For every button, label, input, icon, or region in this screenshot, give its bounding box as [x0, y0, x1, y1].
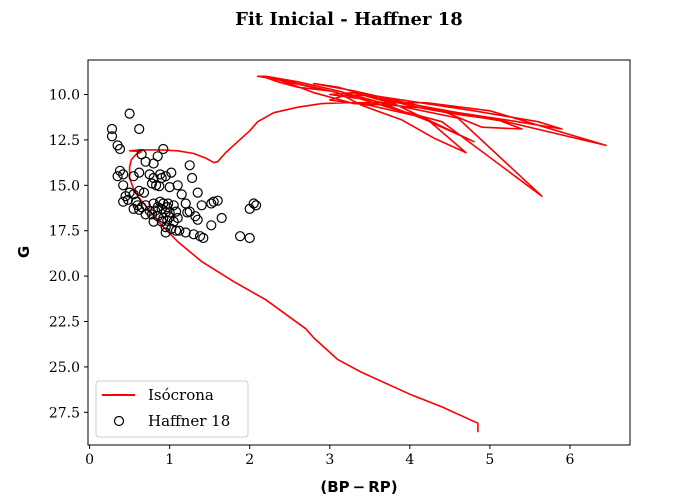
x-tick-label: 4: [405, 452, 414, 468]
y-tick-label: 20.0: [49, 269, 80, 285]
cluster-star-point: [122, 194, 134, 205]
cluster-star-point: [128, 203, 139, 214]
cluster-star-point: [148, 216, 159, 227]
cluster-star-point: [118, 169, 129, 180]
cluster-star-point: [112, 171, 123, 182]
x-axis: 0 1 2 3 4 5 6: [85, 445, 574, 468]
cluster-star-point: [180, 227, 191, 238]
cluster-star-point: [164, 182, 175, 193]
cluster-star-point: [187, 172, 198, 184]
y-tick-label: 10.0: [49, 88, 80, 104]
cluster-star-point: [208, 196, 219, 207]
y-tick-label: 27.5: [49, 405, 80, 421]
cluster-star-point: [196, 200, 207, 211]
cluster-star-point: [138, 187, 150, 198]
isochrone-line: [128, 75, 607, 433]
cluster-star-point: [244, 203, 255, 214]
x-tick-label: 5: [485, 452, 494, 468]
cluster-star-point: [114, 165, 126, 176]
cluster-star-point: [158, 143, 169, 155]
cluster-star-point: [146, 209, 158, 220]
cluster-star-point: [216, 212, 227, 224]
legend-marker-swatch: [113, 415, 125, 427]
cluster-star-point: [124, 108, 135, 119]
cluster-star-point: [128, 171, 139, 182]
y-tick-label: 17.5: [49, 224, 80, 240]
chart-title: Fit Inicial - Haffner 18: [235, 9, 463, 30]
cluster-star-point: [166, 223, 177, 234]
cluster-star-point: [168, 216, 179, 227]
legend-label-isochrone: Isócrona: [148, 386, 214, 404]
legend-label-cluster: Haffner 18: [148, 412, 230, 430]
cluster-star-point: [174, 225, 185, 236]
cluster-star-point: [176, 189, 187, 200]
legend: Isócrona Haffner 18: [95, 380, 249, 438]
cluster-star-point: [160, 222, 171, 233]
cluster-star-point: [192, 214, 203, 225]
cluster-star-point: [244, 232, 255, 244]
cluster-star-point: [198, 232, 209, 244]
cluster-star-point: [162, 202, 173, 213]
cluster-star-point: [154, 181, 165, 192]
cluster-star-point: [235, 231, 246, 242]
x-axis-label: (BP − RP): [320, 478, 397, 496]
cluster-star-point: [134, 123, 145, 135]
y-axis: 10.0 12.5 15.0 17.5 20.0 22.5 25.0 27.5: [49, 88, 88, 421]
cluster-star-point: [206, 198, 217, 209]
cluster-star-point: [106, 131, 118, 142]
y-tick-label: 12.5: [49, 133, 80, 149]
axes-frame: [87, 59, 631, 446]
x-tick-label: 1: [165, 452, 174, 468]
cluster-star-point: [171, 206, 182, 217]
plot-area: [106, 75, 607, 433]
cluster-star-point: [160, 227, 171, 238]
y-axis-label: G: [15, 246, 33, 258]
x-tick-label: 3: [325, 452, 334, 468]
y-tick-label: 25.0: [49, 360, 80, 376]
y-tick-label: 22.5: [49, 315, 80, 331]
cluster-star-point: [118, 196, 129, 207]
cluster-star-point: [118, 180, 129, 191]
cluster-star-point: [128, 189, 139, 200]
x-tick-label: 0: [85, 452, 94, 468]
cluster-star-point: [148, 172, 159, 184]
cluster-star-point: [162, 215, 173, 226]
cluster-star-point: [140, 156, 151, 167]
cluster-star-point: [171, 225, 182, 236]
cluster-star-point: [166, 167, 177, 178]
y-tick-label: 15.0: [49, 178, 80, 194]
cluster-star-point: [188, 229, 199, 240]
cluster-star-point: [134, 167, 145, 178]
cluster-star-point: [106, 123, 118, 135]
cluster-star-point: [148, 158, 159, 169]
cluster-star-point: [114, 143, 126, 155]
x-tick-label: 6: [565, 452, 574, 468]
cluster-star-point: [150, 205, 161, 216]
cluster-star-point: [206, 220, 217, 231]
cluster-star-point: [140, 209, 151, 220]
cluster-star-point: [184, 160, 195, 171]
cluster-star-point: [134, 185, 145, 196]
cluster-star-point: [172, 180, 183, 191]
x-tick-label: 2: [245, 452, 254, 468]
cluster-star-point: [192, 187, 203, 198]
cluster-star-point: [212, 195, 223, 206]
